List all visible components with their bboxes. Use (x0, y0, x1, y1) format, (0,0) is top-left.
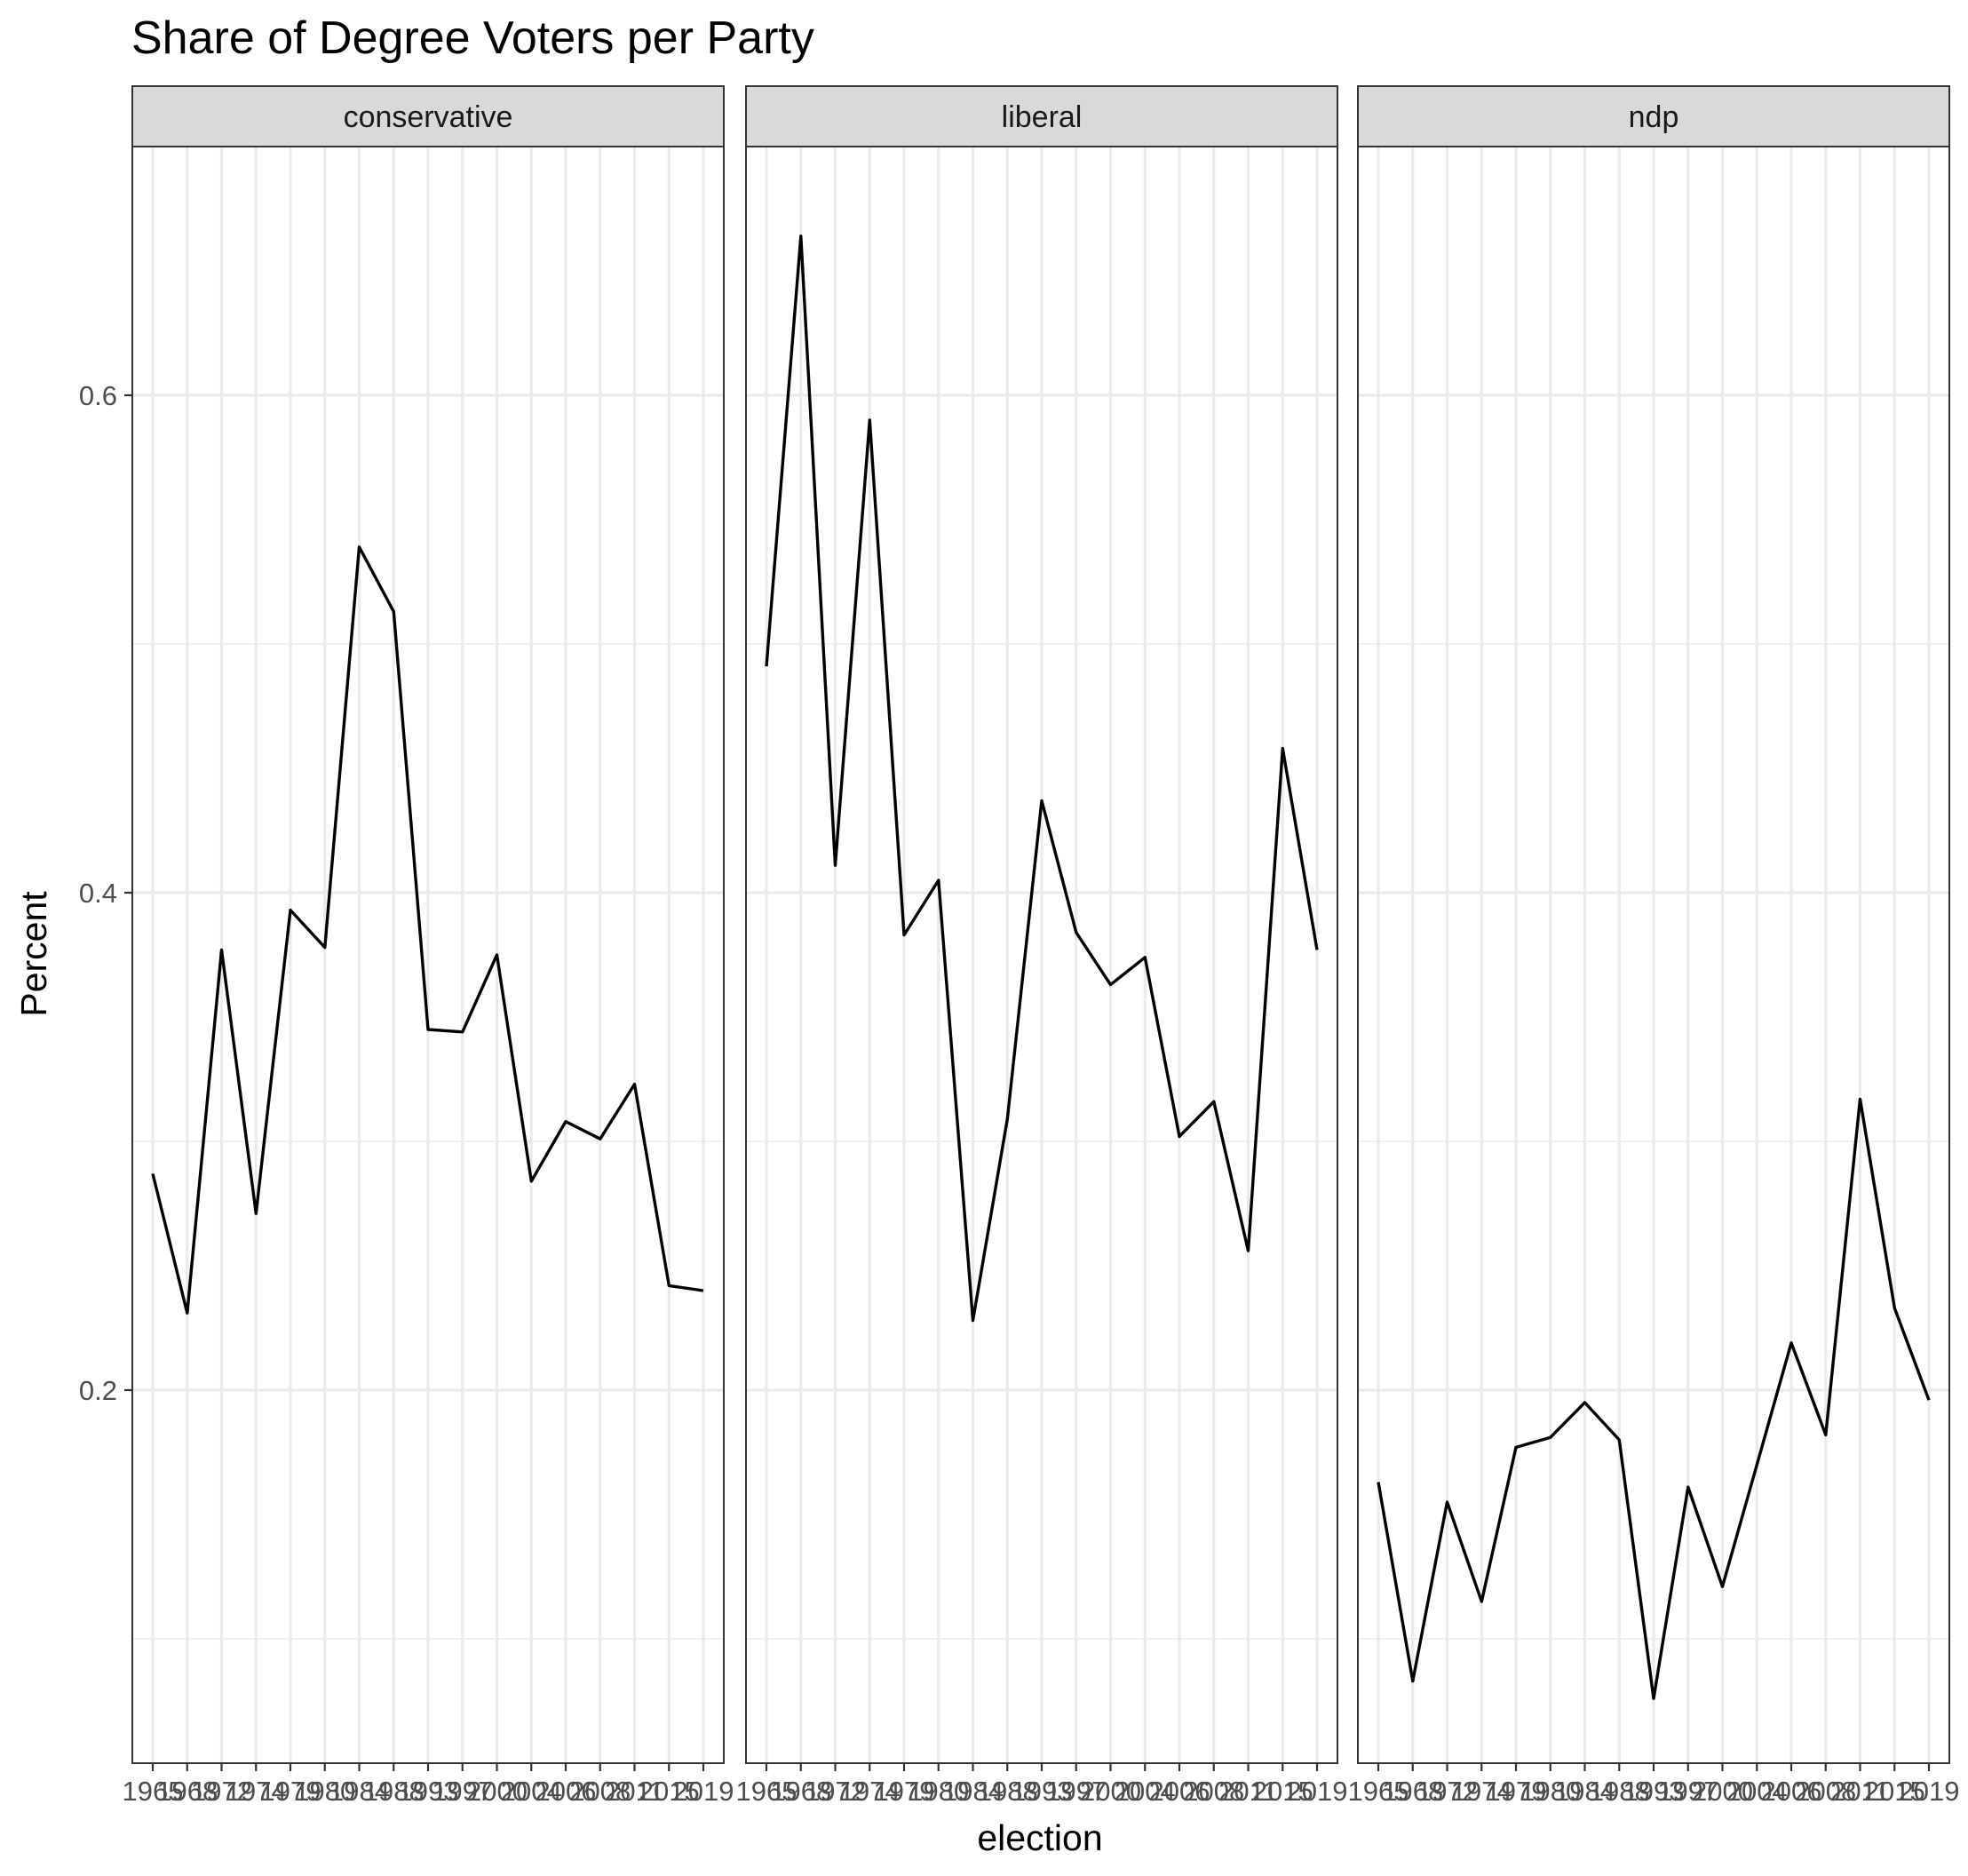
x-tick-label: 1979 (1486, 1776, 1547, 1807)
x-tick-label: 2000 (1692, 1776, 1753, 1807)
x-tick-label: 2011 (1830, 1776, 1890, 1807)
x-tick-label: 1993 (1623, 1776, 1685, 1807)
x-tick-label: 1979 (260, 1776, 321, 1807)
x-tick-label: 1980 (1520, 1776, 1581, 1807)
x-tick-label: 2008 (1795, 1776, 1856, 1807)
series-line-conservative (151, 545, 704, 1315)
facet-strip-label: conservative (344, 100, 513, 134)
x-tick-label: 2006 (1149, 1776, 1210, 1807)
x-tick-label: 1972 (1416, 1776, 1478, 1807)
x-tick-label: 2019 (673, 1776, 734, 1807)
x-tick-label: 2004 (1726, 1776, 1788, 1807)
x-tick-label: 1997 (1657, 1776, 1718, 1807)
x-tick-label: 1980 (908, 1776, 969, 1807)
x-tick-label: 1972 (805, 1776, 866, 1807)
x-tick-label: 2011 (605, 1776, 664, 1807)
x-tick-label: 2006 (536, 1776, 597, 1807)
x-tick-label: 2000 (1080, 1776, 1141, 1807)
x-tick-label: 1974 (226, 1776, 287, 1807)
x-tick-label: 1968 (770, 1776, 831, 1807)
x-tick-label: 1974 (839, 1776, 901, 1807)
x-tick-label: 1988 (977, 1776, 1038, 1807)
y-tick-label: 0.6 (79, 380, 117, 411)
x-tick-label: 1984 (1554, 1776, 1615, 1807)
y-axis-tick-labels: 0.2 0.4 0.6 (79, 380, 132, 1406)
x-tick-label: 2015 (1252, 1776, 1313, 1807)
x-tick-label: 2006 (1761, 1776, 1822, 1807)
facet-strip (745, 85, 1338, 147)
x-tick-label: 2019 (1899, 1776, 1960, 1807)
series-line-ndp (1377, 1097, 1931, 1700)
x-tick-label: 1993 (1012, 1776, 1073, 1807)
x-tick-label: 1972 (191, 1776, 252, 1807)
x-tick-label: 2015 (639, 1776, 700, 1807)
x-tick-label: 2008 (1183, 1776, 1244, 1807)
x-tick-label: 1988 (1589, 1776, 1650, 1807)
x-tick-label: 1993 (398, 1776, 459, 1807)
chart-title: Share of Degree Voters per Party (131, 12, 814, 64)
facet-panels: conservative1965196819721974197919801984… (123, 85, 1960, 1807)
x-tick-label: 1965 (1348, 1776, 1409, 1807)
x-tick-label: 1965 (123, 1776, 184, 1807)
x-tick-label: 1968 (156, 1776, 218, 1807)
facet-strip-label: ndp (1629, 100, 1679, 134)
x-tick-label: 2008 (569, 1776, 631, 1807)
y-axis-title: Percent (13, 891, 54, 1017)
x-tick-label: 2019 (1287, 1776, 1348, 1807)
facet-panel-conservative: conservative 1965196819721974197919801984… (123, 85, 734, 1807)
x-tick-label: 2015 (1864, 1776, 1925, 1807)
facet-panel-ndp: ndp 1965196819721974197919801984198819931… (1348, 85, 1960, 1807)
x-tick-label: 1997 (432, 1776, 493, 1807)
x-axis-title: election (977, 1817, 1102, 1858)
x-tick-label: 1965 (736, 1776, 798, 1807)
facet-panel-liberal: liberal 196519681972197419791980198419881… (736, 85, 1348, 1807)
x-tick-label: 1984 (329, 1776, 390, 1807)
facet-strip (131, 85, 725, 147)
x-tick-label: 1988 (363, 1776, 425, 1807)
x-tick-label: 1968 (1382, 1776, 1443, 1807)
y-tick-label: 0.2 (79, 1375, 117, 1406)
x-tick-label: 2000 (466, 1776, 528, 1807)
x-tick-label: 1997 (1045, 1776, 1107, 1807)
x-tick-label: 2004 (1115, 1776, 1176, 1807)
x-tick-label: 2011 (1218, 1776, 1278, 1807)
x-tick-label: 1979 (874, 1776, 935, 1807)
facet-strip (1357, 85, 1950, 147)
x-tick-label: 1984 (942, 1776, 1004, 1807)
x-tick-label: 1980 (294, 1776, 355, 1807)
facet-strip-label: liberal (1002, 100, 1083, 134)
x-tick-label: 2004 (501, 1776, 562, 1807)
series-line-liberal (765, 234, 1319, 1323)
x-tick-label: 1974 (1451, 1776, 1512, 1807)
y-tick-label: 0.4 (79, 878, 117, 909)
